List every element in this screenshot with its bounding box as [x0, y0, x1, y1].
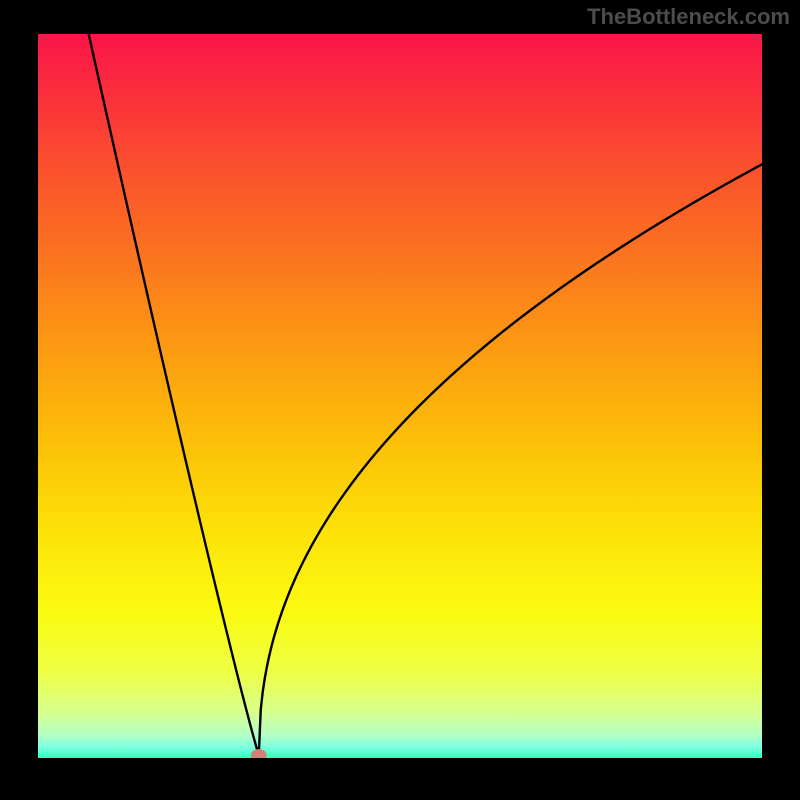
plot-svg — [38, 34, 762, 758]
plot-area — [38, 34, 762, 758]
chart-frame: TheBottleneck.com — [0, 0, 800, 800]
watermark-text: TheBottleneck.com — [587, 4, 790, 30]
gradient-background — [38, 34, 762, 758]
